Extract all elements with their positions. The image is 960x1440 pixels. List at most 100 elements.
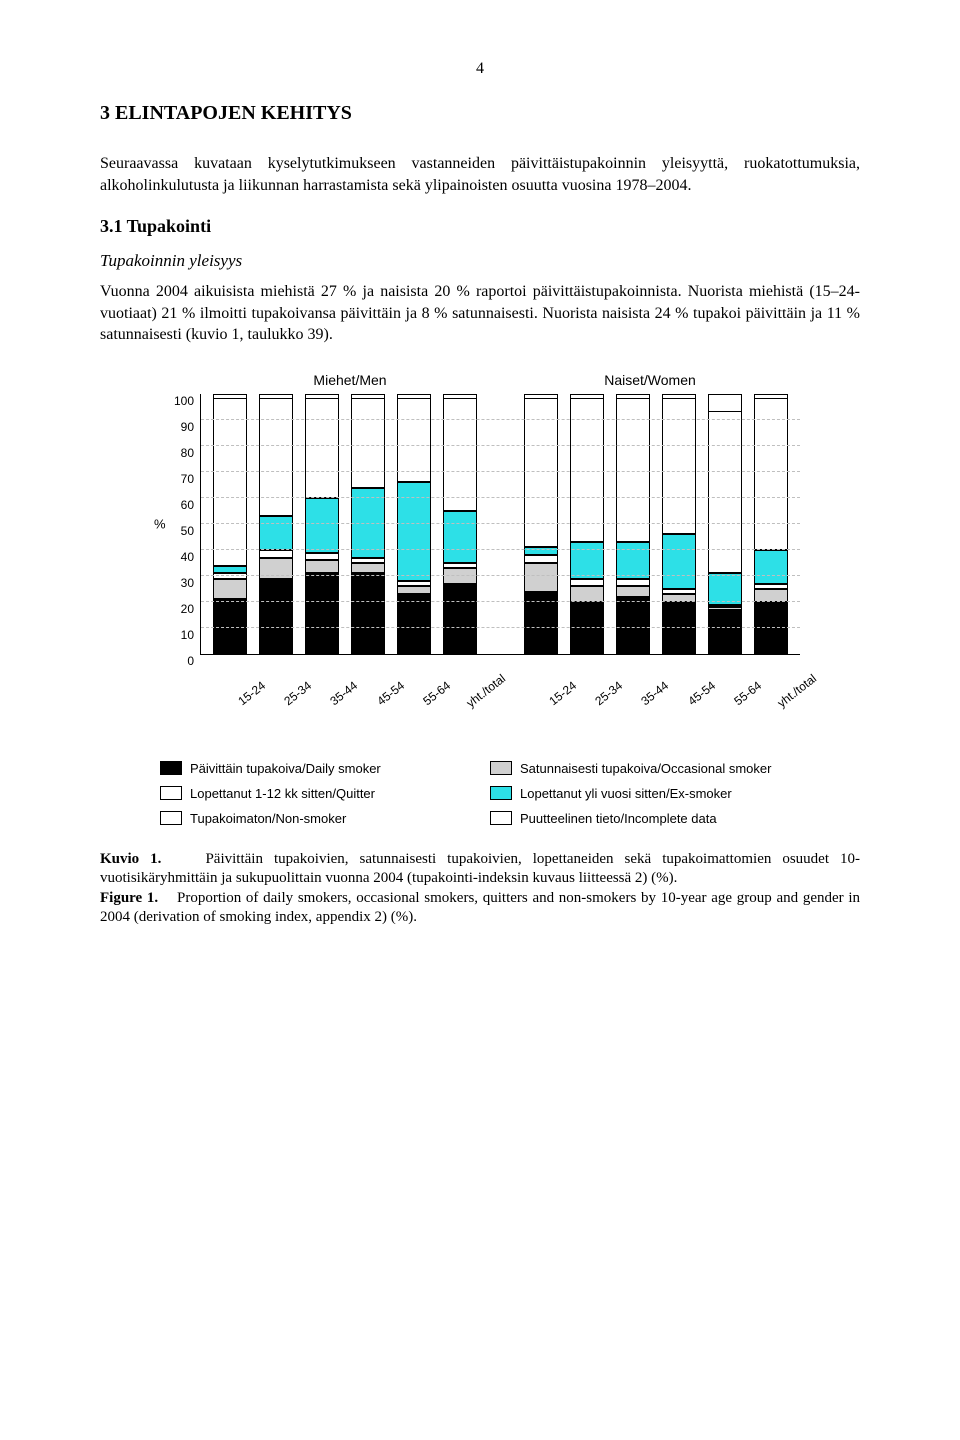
bar bbox=[305, 394, 339, 654]
y-tick: 20 bbox=[181, 602, 194, 616]
bar bbox=[213, 394, 247, 654]
x-tick-label: 25-34 bbox=[265, 661, 314, 710]
bar-segment bbox=[213, 579, 247, 600]
bar-segment bbox=[443, 511, 477, 563]
bar-segment bbox=[616, 597, 650, 654]
bar bbox=[397, 394, 431, 654]
bar bbox=[662, 394, 696, 654]
body-paragraph: Vuonna 2004 aikuisista miehistä 27 % ja … bbox=[100, 281, 860, 346]
bar-segment bbox=[213, 566, 247, 574]
x-axis-labels: 15-2425-3435-4445-5455-64yht./total15-24… bbox=[200, 661, 800, 697]
bar bbox=[754, 394, 788, 654]
bar bbox=[570, 394, 604, 654]
bar-segment bbox=[708, 573, 742, 604]
caption-fi-label: Kuvio 1. bbox=[100, 851, 161, 867]
bar-segment bbox=[397, 586, 431, 594]
legend-swatch bbox=[160, 761, 182, 775]
chart-container: Miehet/Men Naiset/Women % 01020304050607… bbox=[160, 372, 800, 697]
y-axis: % 0102030405060708090100 bbox=[160, 394, 200, 654]
bar-segment bbox=[570, 586, 604, 602]
subsection-heading: 3.1 Tupakointi bbox=[100, 216, 860, 237]
legend-label: Tupakoimaton/Non-smoker bbox=[190, 811, 346, 826]
legend-swatch bbox=[160, 786, 182, 800]
bar-segment bbox=[754, 550, 788, 584]
legend-swatch bbox=[490, 786, 512, 800]
x-tick-label: 55-64 bbox=[404, 661, 453, 710]
legend-item: Satunnaisesti tupakoiva/Occasional smoke… bbox=[490, 761, 800, 776]
bar-segment bbox=[662, 534, 696, 589]
bar-segment bbox=[570, 542, 604, 578]
bar-segment bbox=[443, 568, 477, 584]
bar-segment bbox=[570, 579, 604, 587]
bar-segment bbox=[213, 399, 247, 565]
y-tick: 60 bbox=[181, 498, 194, 512]
y-tick: 40 bbox=[181, 550, 194, 564]
bar-segment bbox=[305, 399, 339, 498]
bar-segment bbox=[305, 560, 339, 573]
bar-segment bbox=[259, 550, 293, 558]
y-tick: 10 bbox=[181, 628, 194, 642]
caption-en-text: Proportion of daily smokers, occasional … bbox=[100, 890, 860, 926]
legend-label: Lopettanut yli vuosi sitten/Ex-smoker bbox=[520, 786, 732, 801]
bar-segment bbox=[708, 610, 742, 654]
x-tick-label: 25-34 bbox=[576, 661, 625, 710]
bar bbox=[259, 394, 293, 654]
x-tick-label: 35-44 bbox=[312, 661, 361, 710]
bar-segment bbox=[305, 573, 339, 654]
bar-segment bbox=[708, 394, 742, 412]
bar-segment bbox=[616, 542, 650, 578]
chart-legend: Päivittäin tupakoiva/Daily smoker Satunna… bbox=[160, 761, 800, 826]
x-tick-label: 45-54 bbox=[358, 661, 407, 710]
legend-item: Lopettanut 1-12 kk sitten/Quitter bbox=[160, 786, 470, 801]
y-tick: 100 bbox=[174, 394, 194, 408]
bar-segment bbox=[443, 399, 477, 511]
y-tick: 30 bbox=[181, 576, 194, 590]
x-tick-label: 35-44 bbox=[623, 661, 672, 710]
y-tick: 50 bbox=[181, 524, 194, 538]
bar-segment bbox=[305, 498, 339, 553]
x-tick-label: 45-54 bbox=[669, 661, 718, 710]
bar bbox=[708, 394, 742, 654]
intro-paragraph: Seuraavassa kuvataan kyselytutkimukseen … bbox=[100, 153, 860, 196]
bar-segment bbox=[662, 602, 696, 654]
legend-item: Tupakoimaton/Non-smoker bbox=[160, 811, 470, 826]
bar-segment bbox=[754, 602, 788, 654]
y-tick: 70 bbox=[181, 472, 194, 486]
legend-swatch bbox=[490, 761, 512, 775]
bar-segment bbox=[259, 399, 293, 516]
bar-segment bbox=[570, 602, 604, 654]
caption-en-label: Figure 1. bbox=[100, 890, 158, 906]
bar-segment bbox=[351, 573, 385, 654]
chart-title-left: Miehet/Men bbox=[200, 372, 500, 388]
x-tick-label: 15-24 bbox=[219, 661, 268, 710]
legend-item: Päivittäin tupakoiva/Daily smoker bbox=[160, 761, 470, 776]
y-tick: 90 bbox=[181, 420, 194, 434]
x-tick-label: 15-24 bbox=[530, 661, 579, 710]
bar-segment bbox=[524, 563, 558, 592]
bar-segment bbox=[524, 555, 558, 563]
bar-segment bbox=[397, 594, 431, 654]
y-axis-label: % bbox=[154, 516, 166, 531]
bar-segment bbox=[443, 584, 477, 654]
legend-swatch bbox=[160, 811, 182, 825]
bar-segment bbox=[616, 579, 650, 587]
bar-segment bbox=[351, 399, 385, 487]
bar-segment bbox=[754, 399, 788, 550]
figure-caption: Kuvio 1. Päivittäin tupakoivien, satunna… bbox=[100, 850, 860, 928]
bar-segment bbox=[616, 586, 650, 596]
section-heading: 3 ELINTAPOJEN KEHITYS bbox=[100, 102, 860, 125]
bar-segment bbox=[305, 553, 339, 561]
y-tick: 80 bbox=[181, 446, 194, 460]
legend-label: Päivittäin tupakoiva/Daily smoker bbox=[190, 761, 381, 776]
bar-segment bbox=[259, 579, 293, 654]
bar-segment bbox=[397, 399, 431, 482]
legend-label: Lopettanut 1-12 kk sitten/Quitter bbox=[190, 786, 375, 801]
bar bbox=[616, 394, 650, 654]
x-tick-label: yht./total bbox=[761, 661, 810, 710]
bar-segment bbox=[524, 399, 558, 547]
legend-item: Lopettanut yli vuosi sitten/Ex-smoker bbox=[490, 786, 800, 801]
bar-segment bbox=[351, 563, 385, 573]
bar bbox=[524, 394, 558, 654]
caption-fi-text: Päivittäin tupakoivien, satunnaisesti tu… bbox=[100, 851, 860, 887]
subsub-heading: Tupakoinnin yleisyys bbox=[100, 251, 860, 271]
